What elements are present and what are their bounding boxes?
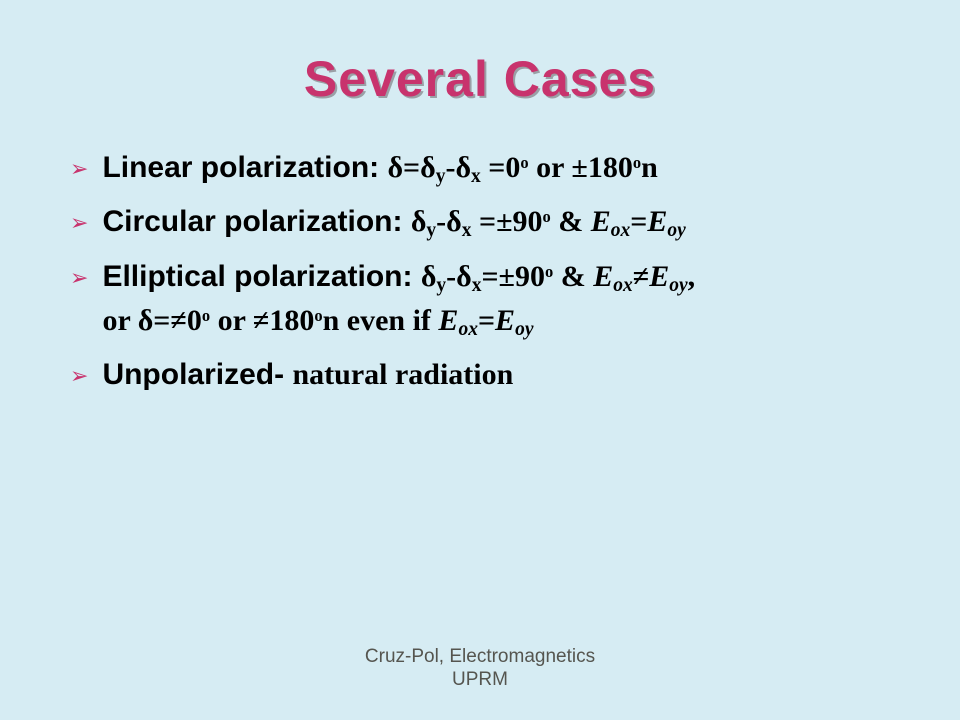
bullet-formula: natural radiation bbox=[292, 358, 513, 391]
bullet-marker-icon: ➢ bbox=[70, 263, 88, 293]
bullet-marker-icon: ➢ bbox=[70, 208, 88, 238]
bullet-formula: δy-δx =±90o & Eox=Eoy bbox=[411, 205, 686, 238]
bullet-item: ➢ Unpolarized- natural radiation bbox=[70, 355, 910, 396]
slide: Several Cases ➢ Linear polarization: δ=δ… bbox=[0, 0, 960, 720]
bullet-label: Elliptical polarization: bbox=[102, 260, 420, 293]
bullet-formula: δ=δy-δx =0o or ±180on bbox=[387, 151, 657, 184]
bullet-text: Elliptical polarization: δy-δx=±90o & Eo… bbox=[102, 257, 695, 346]
bullet-label: Unpolarized- bbox=[102, 358, 292, 391]
footer-line-2: UPRM bbox=[452, 669, 508, 690]
bullet-marker-icon: ➢ bbox=[70, 361, 88, 391]
bullet-text: Circular polarization: δy-δx =±90o & Eox… bbox=[102, 202, 685, 246]
bullet-item: ➢ Elliptical polarization: δy-δx=±90o & … bbox=[70, 257, 910, 346]
slide-title: Several Cases bbox=[50, 50, 910, 108]
bullet-text: Unpolarized- natural radiation bbox=[102, 355, 513, 396]
bullet-item: ➢ Linear polarization: δ=δy-δx =0o or ±1… bbox=[70, 148, 910, 192]
bullet-label: Linear polarization: bbox=[102, 151, 387, 184]
bullet-text: Linear polarization: δ=δy-δx =0o or ±180… bbox=[102, 148, 657, 192]
footer-line-1: Cruz-Pol, Electromagnetics bbox=[365, 646, 595, 667]
bullet-item: ➢ Circular polarization: δy-δx =±90o & E… bbox=[70, 202, 910, 246]
slide-footer: Cruz-Pol, Electromagnetics UPRM bbox=[0, 646, 960, 692]
bullet-label: Circular polarization: bbox=[102, 205, 410, 238]
bullet-marker-icon: ➢ bbox=[70, 154, 88, 184]
bullet-list: ➢ Linear polarization: δ=δy-δx =0o or ±1… bbox=[50, 148, 910, 396]
